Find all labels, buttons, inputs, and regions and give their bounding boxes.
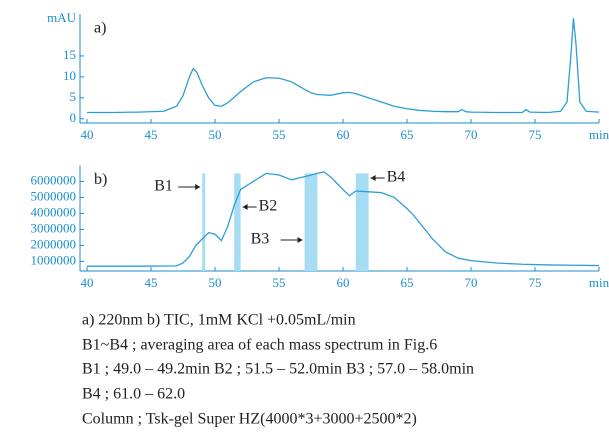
x-tick-label: 60 [337, 127, 350, 142]
y-tick-label: 3000000 [31, 220, 77, 235]
band-arrowhead [297, 237, 303, 243]
y-tick-label: 10 [63, 68, 76, 83]
band-label: B2 [259, 198, 278, 215]
caption-line: a) 220nm b) TIC, 1mM KCl +0.05mL/min [82, 312, 356, 329]
x-tick-label: 50 [209, 127, 222, 142]
x-tick-label: 40 [81, 127, 94, 142]
x-tick-label: min [589, 127, 609, 142]
x-tick-label: 55 [273, 127, 286, 142]
y-tick-label: 15 [63, 47, 76, 62]
band-label: B3 [251, 231, 270, 248]
x-tick-label: min [589, 275, 609, 290]
band-arrowhead [195, 184, 201, 190]
caption-line: B4 ; 61.0 – 62.0 [82, 386, 185, 403]
y-tick-label: 6000000 [31, 172, 77, 187]
x-tick-label: 70 [465, 127, 478, 142]
panel-label: b) [94, 171, 107, 188]
x-tick-label: 50 [209, 275, 222, 290]
y-tick-label: 5 [70, 89, 77, 104]
x-tick-label: 65 [401, 275, 414, 290]
x-tick-label: 75 [529, 275, 542, 290]
x-tick-label: 45 [145, 127, 158, 142]
band [304, 173, 318, 271]
band-label: B4 [387, 169, 406, 186]
x-tick-label: 40 [81, 275, 94, 290]
band [355, 173, 369, 271]
x-tick-label: 70 [465, 275, 478, 290]
y-tick-label: 0 [70, 110, 77, 125]
band-arrowhead [242, 204, 248, 210]
y-tick-label: 4000000 [31, 204, 77, 219]
x-tick-label: 60 [337, 275, 350, 290]
y-tick-label: 5000000 [31, 188, 77, 203]
panel-label: a) [94, 20, 106, 37]
trace [87, 18, 600, 114]
y-tick-label: 1000000 [31, 252, 77, 267]
x-tick-label: 65 [401, 127, 414, 142]
band [202, 173, 206, 271]
trace [87, 171, 600, 267]
caption-line: B1~B4 ; averaging area of each mass spec… [82, 337, 437, 354]
band-label: B1 [154, 178, 173, 195]
y-tick-label: 2000000 [31, 236, 77, 251]
x-tick-label: 55 [273, 275, 286, 290]
caption-line: Column ; Tsk-gel Super HZ(4000*3+3000+25… [82, 411, 417, 428]
x-tick-label: 75 [529, 127, 542, 142]
band-arrowhead [370, 175, 376, 181]
y-axis-label: mAU [47, 10, 77, 25]
caption-line: B1 ; 49.0 – 49.2min B2 ; 51.5 – 52.0min … [82, 361, 474, 378]
x-tick-label: 45 [145, 275, 158, 290]
band [234, 173, 241, 271]
